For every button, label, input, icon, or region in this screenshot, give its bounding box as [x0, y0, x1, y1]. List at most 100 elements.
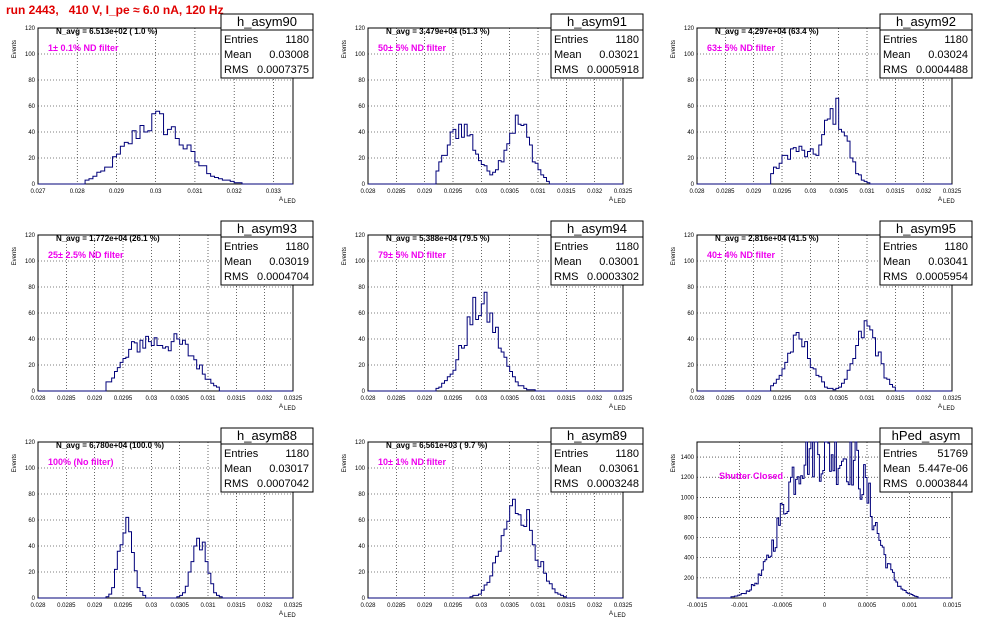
x-tick-label: 0.0305: [500, 189, 519, 195]
y-tick-label: 1000: [681, 495, 695, 501]
y-axis-label: Events: [671, 40, 677, 58]
stats-key-rms: RMS: [883, 478, 907, 490]
n-avg-label: N_avg = 6.513e+02 ( 1.0 %): [56, 27, 158, 36]
stats-value-rms: 0.0005954: [916, 271, 968, 283]
stats-value-rms: 0.0004704: [257, 271, 309, 283]
stats-key-mean: Mean: [224, 49, 252, 61]
x-axis-label: A: [938, 197, 942, 203]
x-tick-label: 0.029: [87, 603, 103, 609]
x-tick-label: 0.033: [266, 189, 282, 195]
y-tick-label: 120: [684, 26, 695, 32]
x-tick-label: 0.0295: [773, 189, 792, 195]
x-tick-label: 0.031: [200, 396, 216, 402]
y-tick-label: 20: [687, 156, 694, 162]
stats-key-rms: RMS: [554, 478, 578, 490]
x-tick-label: 0.0315: [557, 189, 576, 195]
x-axis-label: A: [609, 197, 613, 203]
histogram-series: [697, 97, 952, 185]
stats-value-entries: 1180: [944, 241, 968, 253]
x-tick-label: 0.0015: [943, 603, 962, 609]
stats-box: [879, 220, 973, 286]
histogram-name: h_asym88: [237, 428, 297, 443]
x-tick-label: 0.031: [187, 189, 203, 195]
stats-key-rms: RMS: [224, 271, 248, 283]
stats-value-mean: 0.03008: [269, 49, 309, 61]
stats-value-entries: 51769: [937, 448, 968, 460]
x-axis-label-sub: LED: [614, 199, 626, 205]
y-tick-label: 100: [25, 466, 36, 472]
histogram-series: [697, 320, 952, 392]
stats-box: [879, 427, 973, 493]
panel-h_asym88: 0.028 0.0285 0.029 0.0295 0.03 0.0305 0.031 0.0…: [12, 427, 314, 619]
x-tick-label: 0.0285: [387, 603, 406, 609]
x-tick-label: 0.03: [475, 603, 487, 609]
y-tick-label: 60: [28, 311, 35, 317]
y-tick-label: 40: [28, 130, 35, 136]
histogram-series: [38, 333, 293, 392]
x-tick-label: 0.028: [689, 396, 705, 402]
y-tick-label: 80: [28, 78, 35, 84]
stats-key-mean: Mean: [883, 463, 911, 475]
y-tick-label: 20: [28, 156, 35, 162]
y-tick-label: 200: [684, 576, 695, 582]
x-tick-label: 0.0315: [886, 189, 905, 195]
stats-value-entries: 1180: [615, 34, 639, 46]
filter-annotation: 79± 5% ND filter: [378, 250, 446, 260]
stats-key-entries: Entries: [883, 34, 918, 46]
x-axis-label-sub: LED: [943, 199, 955, 205]
stats-key-entries: Entries: [554, 34, 589, 46]
stats-value-mean: 0.03041: [928, 256, 968, 268]
y-tick-label: 100: [684, 259, 695, 265]
x-axis-label-sub: LED: [284, 613, 296, 619]
y-tick-label: 120: [684, 233, 695, 239]
stats-key-mean: Mean: [554, 49, 582, 61]
y-tick-label: 800: [684, 515, 695, 521]
n-avg-label: N_avg = 6.780e+04 (100.0 %): [56, 441, 164, 450]
x-tick-label: 0.0285: [716, 396, 735, 402]
y-tick-label: 20: [358, 156, 365, 162]
x-tick-label: 0.0295: [114, 396, 133, 402]
histogram-series: [38, 516, 293, 599]
y-axis-label: Events: [12, 454, 18, 472]
y-tick-label: 100: [355, 259, 366, 265]
x-tick-label: 0.028: [360, 603, 376, 609]
y-tick-label: 40: [28, 544, 35, 550]
stats-box: [550, 220, 644, 286]
stats-key-entries: Entries: [224, 448, 259, 460]
y-tick-label: 20: [358, 570, 365, 576]
panel-h_asym91: 0.028 0.0285 0.029 0.0295 0.03 0.0305 0.031 0.0…: [342, 13, 644, 205]
x-tick-label: 0.0295: [444, 396, 463, 402]
x-tick-label: 0.0325: [284, 603, 303, 609]
stats-key-rms: RMS: [883, 64, 907, 76]
n-avg-label: N_avg = 4.297e+04 (63.4 %): [715, 27, 819, 36]
x-tick-label: 0.029: [417, 603, 433, 609]
stats-value-rms: 0.0003302: [587, 271, 639, 283]
y-axis-label: Events: [12, 247, 18, 265]
histogram-name: h_asym95: [896, 221, 956, 236]
histogram-name: h_asym91: [567, 14, 627, 29]
stats-value-entries: 1180: [944, 34, 968, 46]
filter-annotation: 63± 5% ND filter: [707, 43, 775, 53]
histogram-name: h_asym94: [567, 221, 627, 236]
panel-h_asym95: 0.028 0.0285 0.029 0.0295 0.03 0.0305 0.031 0.0…: [671, 220, 973, 412]
histogram-series: [368, 291, 623, 392]
x-tick-label: -0.0015: [687, 603, 708, 609]
x-tick-label: 0.03: [150, 189, 162, 195]
x-tick-label: 0.03: [145, 603, 157, 609]
y-tick-label: 60: [687, 311, 694, 317]
y-tick-label: 20: [358, 363, 365, 369]
histogram-name: h_asym89: [567, 428, 627, 443]
stats-value-rms: 0.0004488: [916, 64, 968, 76]
x-tick-label: 0.028: [30, 396, 46, 402]
x-tick-label: 0.03: [475, 396, 487, 402]
y-tick-label: 20: [28, 363, 35, 369]
stats-key-mean: Mean: [883, 49, 911, 61]
x-tick-label: 0.029: [417, 189, 433, 195]
x-tick-label: 0.032: [916, 396, 932, 402]
y-tick-label: 100: [684, 52, 695, 58]
x-tick-label: 0.0285: [716, 189, 735, 195]
stats-value-rms: 0.0005918: [587, 64, 639, 76]
y-tick-label: 60: [358, 104, 365, 110]
x-tick-label: 0.03: [475, 189, 487, 195]
y-axis-label: Events: [342, 454, 348, 472]
